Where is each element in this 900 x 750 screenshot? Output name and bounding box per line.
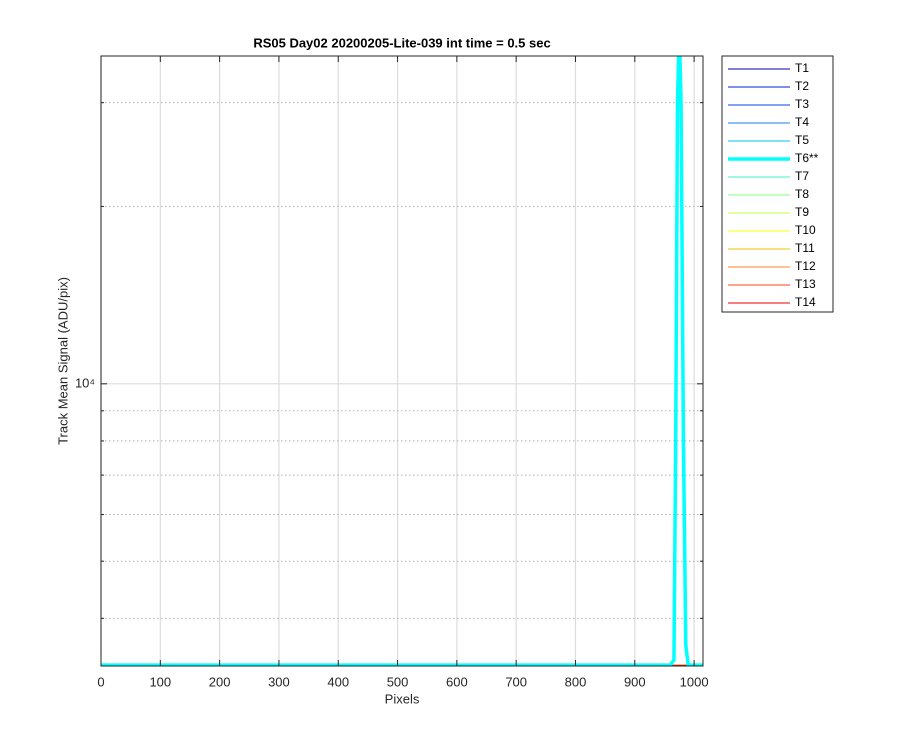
- x-tick-label: 900: [624, 674, 646, 689]
- y-axis-label: Track Mean Signal (ADU/pix): [55, 277, 70, 445]
- axes: 0 100 200 300 400 500 600 700 800 900 1000 10⁴: [75, 55, 709, 689]
- legend-label: T6**: [795, 151, 819, 165]
- x-tick-label: 400: [327, 674, 349, 689]
- series-lines: [101, 56, 703, 666]
- legend-label: T7: [795, 169, 809, 183]
- legend-box: [721, 55, 834, 313]
- legend-label: T4: [795, 115, 809, 129]
- legend-label: T3: [795, 97, 809, 111]
- series-line: [101, 56, 703, 666]
- grid: [100, 56, 703, 666]
- x-tick-label: 800: [565, 674, 587, 689]
- x-tick-label: 300: [268, 674, 290, 689]
- x-tick-label: 200: [209, 674, 231, 689]
- chart-title: RS05 Day02 20200205-Lite-039 int time = …: [253, 35, 550, 50]
- x-tick-label: 0: [97, 674, 104, 689]
- legend-label: T2: [795, 79, 809, 93]
- legend-label: T1: [795, 61, 809, 75]
- legend-label: T5: [795, 133, 809, 147]
- x-tick-label: 1000: [680, 674, 709, 689]
- axes-frame: [100, 55, 704, 667]
- x-axis-label: Pixels: [385, 691, 420, 706]
- legend-label: T12: [795, 259, 816, 273]
- legend-label: T8: [795, 187, 809, 201]
- x-tick-label: 100: [149, 674, 171, 689]
- x-tick-label: 700: [505, 674, 527, 689]
- legend: T1 T2 T3 T4 T5 T6** T7 T8 T9 T10 T11 T12 T13 T14: [728, 61, 819, 309]
- legend-label: T9: [795, 205, 809, 219]
- y-tick-label: 10⁴: [75, 375, 95, 390]
- x-tick-label: 500: [387, 674, 409, 689]
- legend-label: T13: [795, 277, 816, 291]
- x-tick-label: 600: [446, 674, 468, 689]
- plot-area: [101, 56, 703, 666]
- legend-label: T14: [795, 295, 816, 309]
- legend-label: T11: [795, 241, 815, 255]
- legend-label: T10: [795, 223, 816, 237]
